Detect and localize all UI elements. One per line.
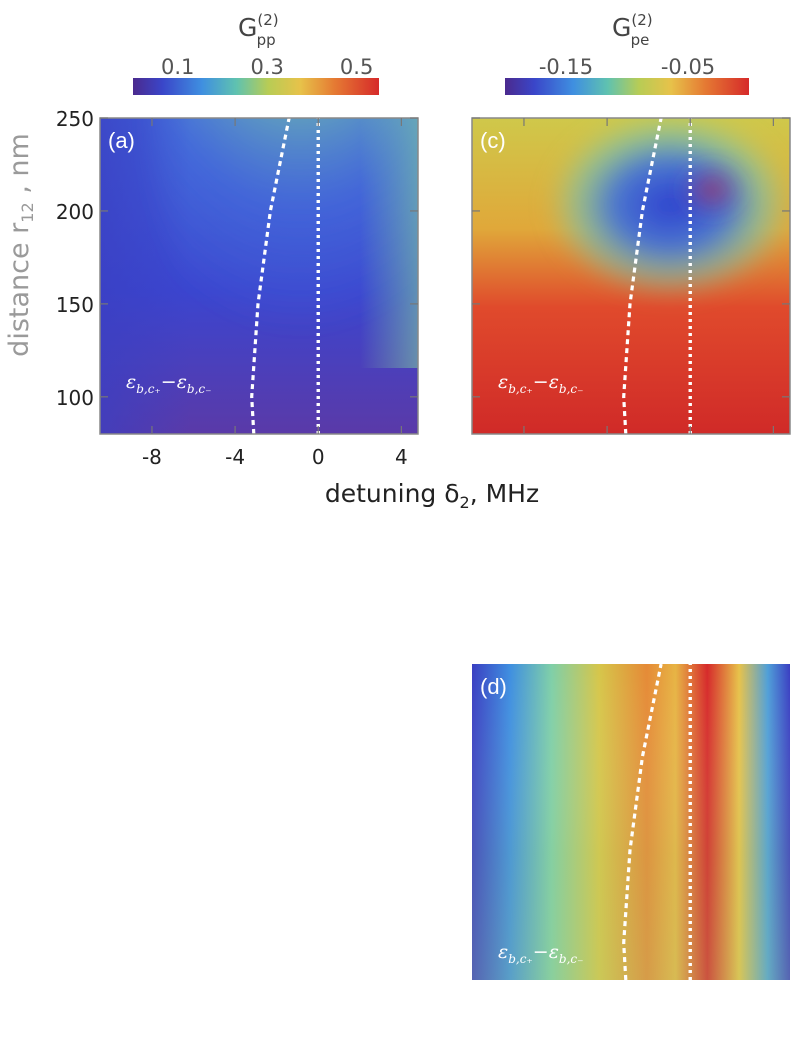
y-tick-label: 200 (56, 200, 94, 224)
dashed-curve (622, 664, 663, 980)
dashed-curve (622, 118, 663, 434)
x-tick-label: -4 (225, 445, 245, 469)
panel-d-heatmap (472, 664, 790, 980)
panel-d: (d) εb,c₊−εb,c₋ (472, 664, 790, 980)
panel-c-label: (c) (480, 128, 506, 153)
panel-c-frame (471, 117, 791, 435)
colorbar-pe-title: G(2) pe (612, 11, 653, 49)
colorbar-tick-label: -0.15 (539, 55, 593, 79)
colorbar-tick-label: 0.5 (340, 55, 373, 79)
colorbar-tick-label: 0.3 (250, 55, 283, 79)
panel-a: 250 200 150 100 -8 -4 0 4 (a) εb,c₊−εb,c₋ (56, 107, 419, 469)
y-axis-label: distance r12 , nm (4, 133, 37, 357)
colorbar-tick-label: -0.05 (661, 55, 715, 79)
panel-a-heatmap (100, 118, 418, 434)
panel-a-annotation: εb,c₊−εb,c₋ (126, 371, 211, 396)
panel-c-ticks (472, 117, 790, 434)
panel-a-frame (99, 117, 419, 435)
panel-c: (c) εb,c₊−εb,c₋ (471, 117, 791, 435)
colorbar-pp: G(2) pp 0.1 0.3 0.5 (133, 11, 379, 95)
panel-c-heatmap (472, 118, 790, 434)
panel-d-curves (622, 664, 692, 980)
panel-d-label: (d) (480, 674, 507, 699)
colorbar-pe: G(2) pe -0.15 -0.05 (505, 11, 749, 95)
y-tick-label: 100 (56, 386, 94, 410)
colorbar-pe-bar (505, 78, 749, 95)
colorbar-tick-label: 0.1 (161, 55, 194, 79)
panel-c-annotation: εb,c₊−εb,c₋ (498, 371, 583, 396)
panel-a-curves (250, 118, 320, 434)
y-tick-label: 250 (56, 107, 94, 131)
panel-d-annotation: εb,c₊−εb,c₋ (498, 941, 583, 966)
colorbar-pp-bar (133, 78, 379, 95)
y-tick-label: 150 (56, 293, 94, 317)
colorbar-pp-title: G(2) pp (238, 11, 279, 49)
x-tick-label: 4 (395, 445, 408, 469)
panel-c-curves (622, 118, 692, 434)
panel-a-label: (a) (108, 128, 135, 153)
panel-a-ticks: 250 200 150 100 -8 -4 0 4 (56, 107, 418, 469)
dashed-curve (250, 118, 291, 434)
x-tick-label: 0 (312, 445, 325, 469)
x-tick-label: -8 (142, 445, 162, 469)
colorbar-pp-ticks: 0.1 0.3 0.5 (161, 55, 373, 88)
x-axis-label: detuning δ2, MHz (325, 479, 539, 512)
